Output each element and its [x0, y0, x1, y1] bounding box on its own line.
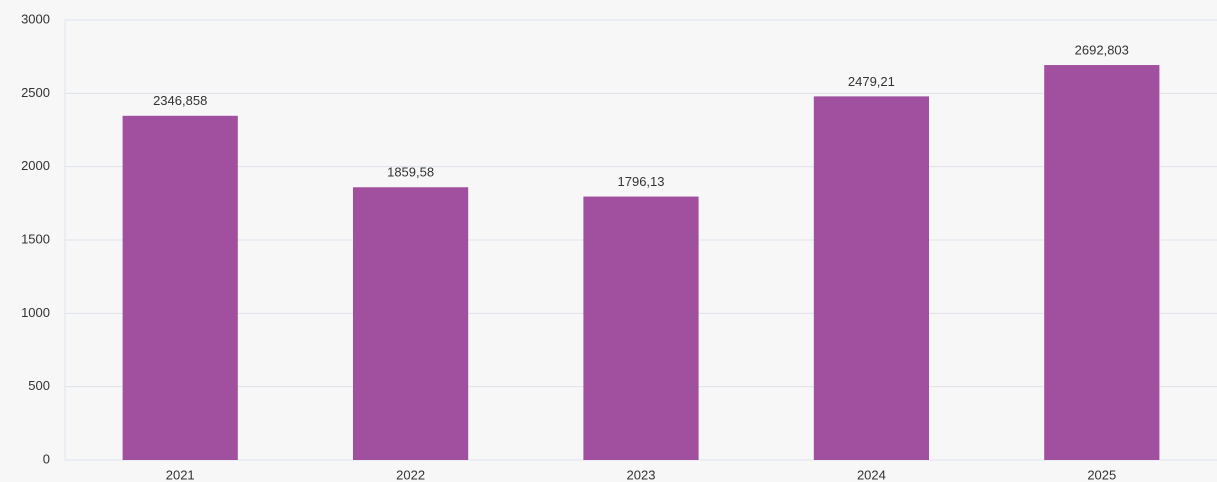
y-tick-label: 1500	[21, 231, 50, 246]
bar	[583, 196, 699, 460]
value-label: 1859,58	[387, 165, 434, 180]
y-tick-label: 2000	[21, 158, 50, 173]
y-tick-label: 0	[43, 451, 50, 466]
value-label: 2692,803	[1075, 42, 1129, 57]
x-tick-label: 2023	[627, 467, 656, 482]
y-tick-label: 1000	[21, 305, 50, 320]
x-tick-label: 2025	[1087, 467, 1116, 482]
value-label: 2479,21	[848, 74, 895, 89]
bar	[353, 187, 469, 460]
bar	[813, 96, 929, 460]
bar	[1044, 65, 1160, 461]
x-tick-label: 2024	[857, 467, 886, 482]
bar	[122, 115, 238, 460]
y-tick-label: 3000	[21, 11, 50, 26]
value-label: 2346,858	[153, 93, 207, 108]
y-tick-label: 500	[28, 378, 50, 393]
x-tick-label: 2022	[396, 467, 425, 482]
y-tick-label: 2500	[21, 85, 50, 100]
value-label: 1796,13	[618, 174, 665, 189]
x-tick-label: 2021	[166, 467, 195, 482]
